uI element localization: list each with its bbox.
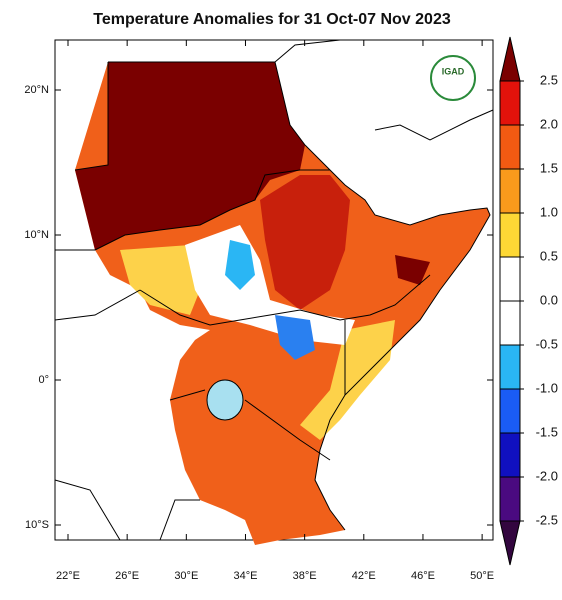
colorbar-segment [499, 80, 521, 126]
colorbar-label: -0.5 [536, 336, 558, 351]
colorbar-segment [499, 212, 521, 258]
colorbar-segment [499, 300, 521, 346]
country-border [159, 499, 200, 541]
x-tick-label: 34°E [233, 570, 257, 582]
anomaly-cool [225, 240, 255, 290]
anomaly-yellow [300, 320, 395, 440]
y-tick-label: 10°S [25, 519, 49, 531]
colorbar-label: -2.5 [536, 512, 558, 527]
coast [374, 109, 494, 141]
colorbar-segment [499, 168, 521, 214]
y-tick-label: 10°N [24, 229, 49, 241]
logo [430, 55, 476, 101]
x-tick-label: 26°E [115, 570, 139, 582]
colorbar-label: -1.0 [536, 380, 558, 395]
colorbar-label: 1.0 [540, 204, 558, 219]
country-border [74, 62, 109, 171]
map-title: Temperature Anomalies for 31 Oct-07 Nov … [93, 11, 451, 28]
colorbar-label: -1.5 [536, 424, 558, 439]
colorbar-segment [499, 476, 521, 522]
x-tick-label: 42°E [352, 570, 376, 582]
x-tick-label: 30°E [174, 570, 198, 582]
colorbar-label: 2.0 [540, 116, 558, 131]
y-tick-label: 0° [38, 374, 49, 386]
colorbar-label: 0.0 [540, 292, 558, 307]
country-border [244, 399, 331, 461]
colorbar-label: 0.5 [540, 248, 558, 263]
colorbar-segment [499, 388, 521, 434]
colorbar-segment [499, 432, 521, 478]
coast [304, 144, 491, 531]
logo-text: IGAD [442, 66, 465, 76]
anomaly-cool [275, 315, 315, 360]
colorbar-segment [499, 124, 521, 170]
anomaly-hot [395, 255, 430, 285]
colorbar-label: 1.5 [540, 160, 558, 175]
country-border [274, 39, 341, 63]
x-tick-label: 22°E [56, 570, 80, 582]
country-border [139, 274, 431, 326]
colorbar-segment [499, 256, 521, 302]
anomaly-warm-core [260, 175, 350, 310]
country-border [54, 479, 121, 541]
map-area: IGAD [54, 39, 494, 545]
colorbar-end [499, 36, 521, 82]
colorbar-segment [499, 344, 521, 390]
colorbar-label: -2.0 [536, 468, 558, 483]
x-tick-label: 50°E [470, 570, 494, 582]
anomaly-neutral [185, 225, 355, 345]
country-border [108, 61, 306, 146]
colorbar-end [499, 520, 521, 566]
x-tick-label: 46°E [411, 570, 435, 582]
colorbar-label: 2.5 [540, 72, 558, 87]
country-border [54, 289, 141, 321]
country-border [169, 389, 206, 401]
country-border [94, 169, 330, 251]
x-tick-label: 38°E [293, 570, 317, 582]
lake [206, 379, 244, 421]
y-tick-label: 20°N [24, 84, 49, 96]
anomaly-yellow [120, 245, 200, 315]
